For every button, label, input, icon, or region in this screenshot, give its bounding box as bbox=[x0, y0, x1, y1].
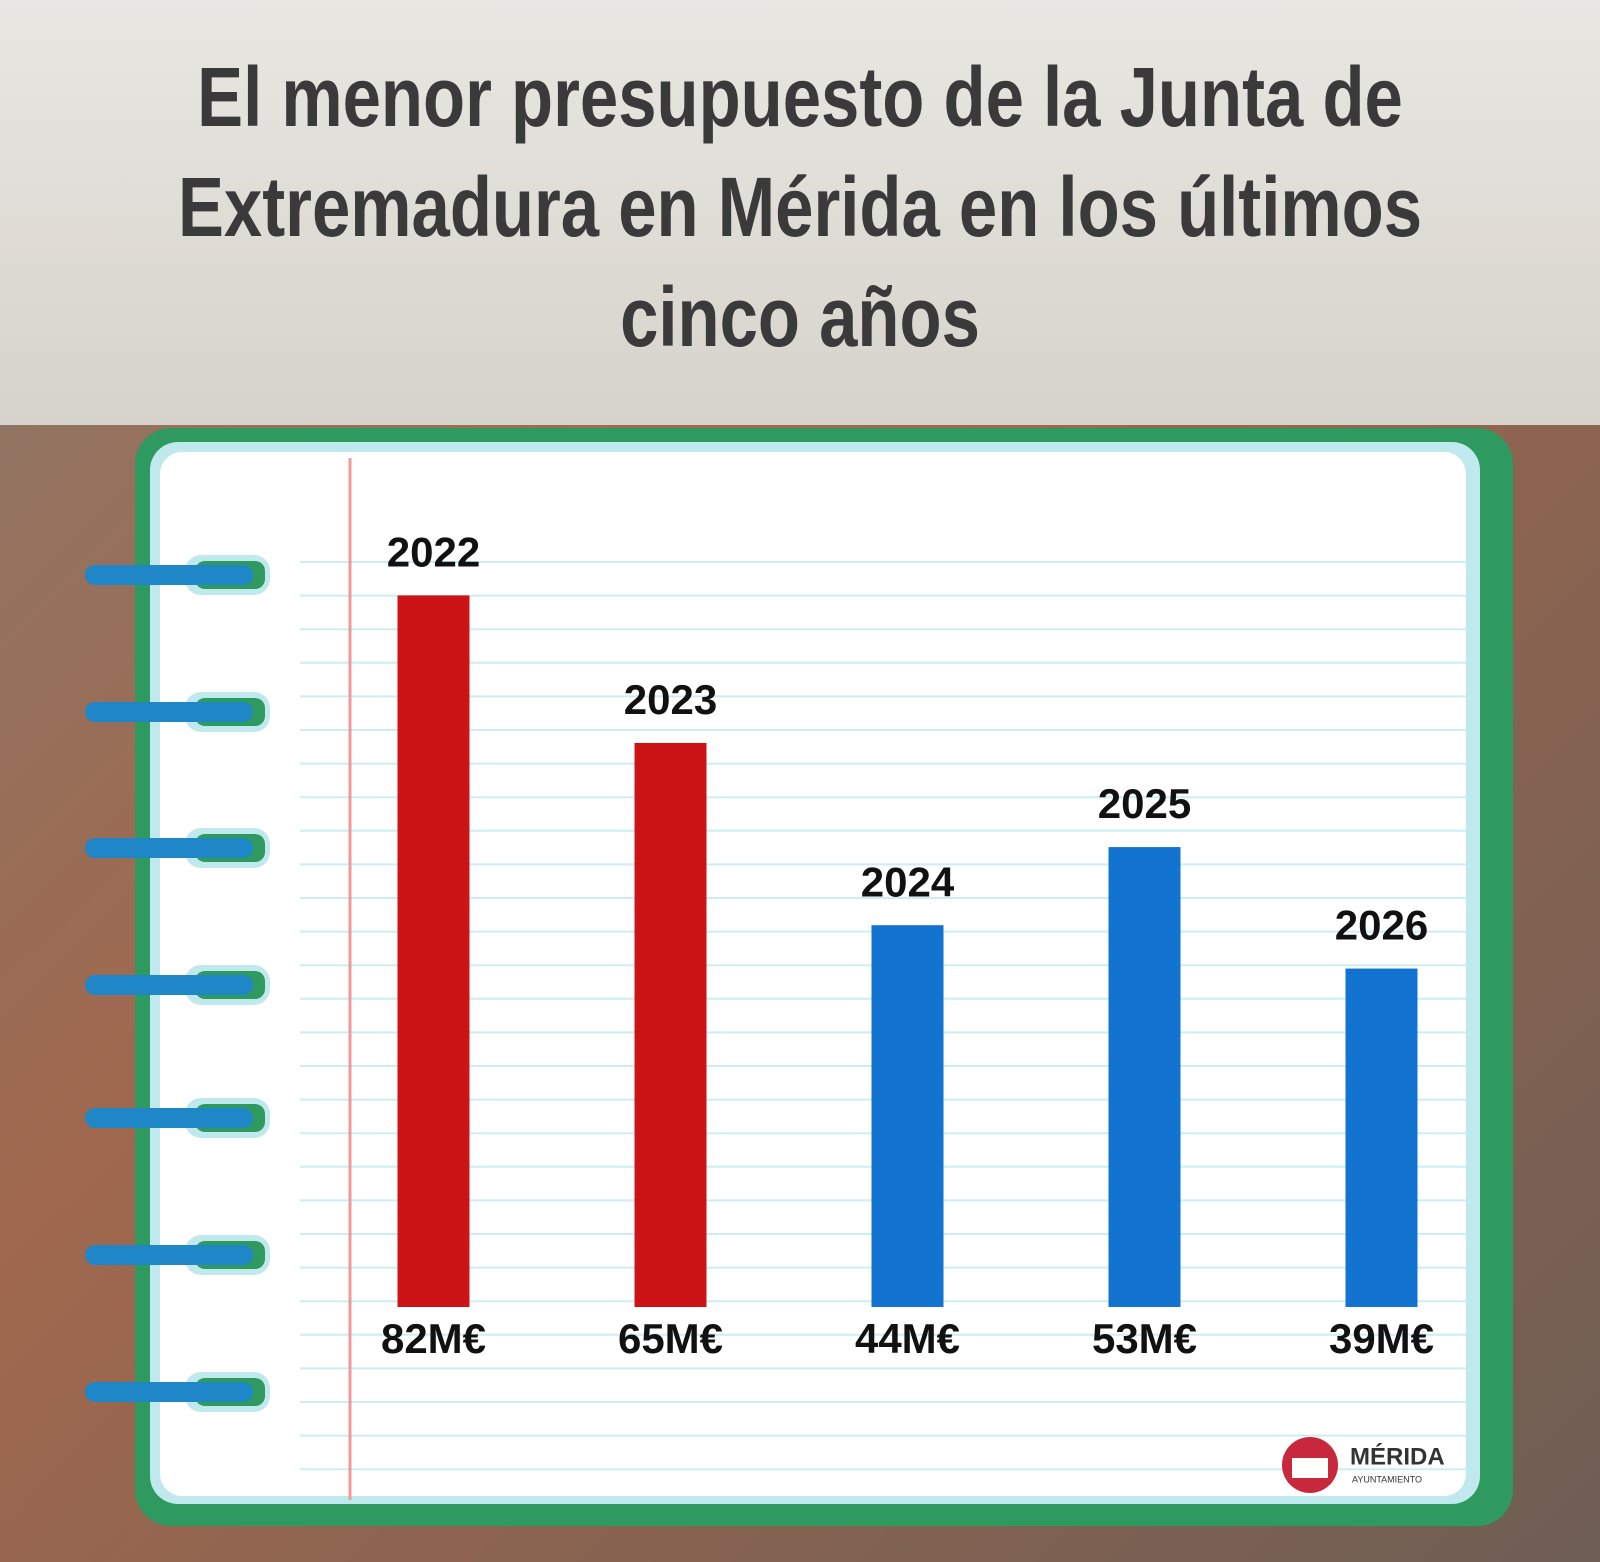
bar bbox=[1345, 968, 1418, 1307]
value-label: 65M€ bbox=[618, 1315, 723, 1362]
paper-background bbox=[0, 0, 1600, 425]
category-label: 2026 bbox=[1335, 902, 1428, 949]
value-label: 44M€ bbox=[855, 1315, 960, 1362]
ring bbox=[85, 1382, 253, 1402]
logo-name: MÉRIDA bbox=[1350, 1442, 1445, 1470]
category-label: 2023 bbox=[624, 676, 717, 723]
chart-title: El menor presupuesto de la Junta de Extr… bbox=[177, 50, 1423, 364]
ring bbox=[85, 1108, 253, 1128]
bar bbox=[397, 595, 470, 1307]
ring bbox=[85, 838, 253, 858]
bar bbox=[1108, 847, 1181, 1307]
title-area: El menor presupuesto de la Junta de Extr… bbox=[0, 0, 1600, 420]
spiral-rings bbox=[85, 555, 270, 1412]
bar bbox=[634, 742, 707, 1307]
logo-subtitle: AYUNTAMIENTO bbox=[1352, 1474, 1422, 1484]
value-label: 53M€ bbox=[1092, 1315, 1197, 1362]
ring bbox=[85, 702, 253, 722]
category-label: 2022 bbox=[387, 529, 480, 576]
logo-emblem-arch bbox=[1292, 1458, 1328, 1478]
ring bbox=[85, 1245, 253, 1265]
value-label: 82M€ bbox=[381, 1315, 486, 1362]
ring bbox=[85, 565, 253, 585]
category-label: 2024 bbox=[861, 858, 955, 905]
category-label: 2025 bbox=[1098, 780, 1191, 827]
value-label: 39M€ bbox=[1329, 1315, 1434, 1362]
notebook-page bbox=[160, 452, 1466, 1496]
bar bbox=[871, 925, 944, 1307]
ring bbox=[85, 975, 253, 995]
logo: MÉRIDA AYUNTAMIENTO bbox=[1282, 1437, 1445, 1493]
